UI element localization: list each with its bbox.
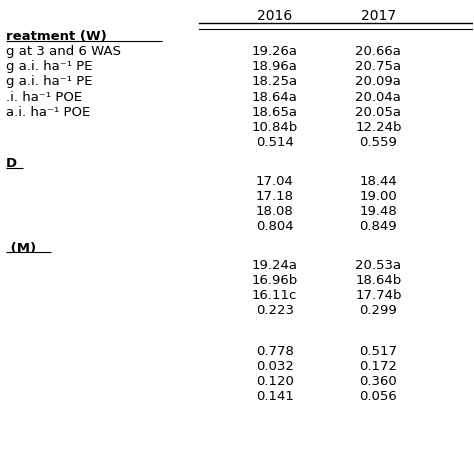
Text: 0.360: 0.360 [359, 374, 397, 388]
Text: 18.25a: 18.25a [252, 75, 298, 89]
Text: g at 3 and 6 WAS: g at 3 and 6 WAS [6, 46, 121, 58]
Text: 0.056: 0.056 [359, 390, 397, 403]
Text: 0.517: 0.517 [359, 345, 397, 357]
Text: 20.66a: 20.66a [356, 46, 401, 58]
Text: a.i. ha⁻¹ POE: a.i. ha⁻¹ POE [6, 106, 91, 118]
Text: 12.24b: 12.24b [355, 121, 401, 134]
Text: 19.48: 19.48 [359, 205, 397, 218]
Text: 0.141: 0.141 [256, 390, 293, 403]
Text: g a.i. ha⁻¹ PE: g a.i. ha⁻¹ PE [6, 75, 92, 89]
Text: 0.299: 0.299 [359, 304, 397, 318]
Text: reatment (W): reatment (W) [6, 30, 107, 43]
Text: 2016: 2016 [257, 9, 292, 23]
Text: 0.032: 0.032 [256, 360, 293, 373]
Text: 0.120: 0.120 [256, 374, 293, 388]
Text: 0.559: 0.559 [359, 136, 397, 149]
Text: 20.53a: 20.53a [356, 259, 401, 272]
Text: 0.804: 0.804 [256, 220, 293, 233]
Text: 0.172: 0.172 [359, 360, 397, 373]
Text: 17.74b: 17.74b [355, 290, 401, 302]
Text: 20.09a: 20.09a [356, 75, 401, 89]
Text: 18.64b: 18.64b [355, 274, 401, 287]
Text: .i. ha⁻¹ POE: .i. ha⁻¹ POE [6, 91, 82, 103]
Text: 20.04a: 20.04a [356, 91, 401, 103]
Text: g a.i. ha⁻¹ PE: g a.i. ha⁻¹ PE [6, 60, 92, 73]
Text: 18.08: 18.08 [256, 205, 293, 218]
Text: 17.04: 17.04 [256, 175, 293, 188]
Text: 20.75a: 20.75a [356, 60, 401, 73]
Text: 0.849: 0.849 [360, 220, 397, 233]
Text: 17.18: 17.18 [255, 190, 294, 203]
Text: 18.65a: 18.65a [252, 106, 298, 118]
Text: 20.05a: 20.05a [356, 106, 401, 118]
Text: 18.44: 18.44 [359, 175, 397, 188]
Text: 18.64a: 18.64a [252, 91, 298, 103]
Text: 19.00: 19.00 [359, 190, 397, 203]
Text: 19.26a: 19.26a [252, 46, 298, 58]
Text: 18.96a: 18.96a [252, 60, 298, 73]
Text: 0.514: 0.514 [256, 136, 293, 149]
Text: (M): (M) [6, 242, 36, 255]
Text: 0.778: 0.778 [256, 345, 293, 357]
Text: 16.96b: 16.96b [252, 274, 298, 287]
Text: 2017: 2017 [361, 9, 396, 23]
Text: 10.84b: 10.84b [252, 121, 298, 134]
Text: 19.24a: 19.24a [252, 259, 298, 272]
Text: D: D [6, 157, 17, 171]
Text: 16.11c: 16.11c [252, 290, 297, 302]
Text: 0.223: 0.223 [255, 304, 294, 318]
